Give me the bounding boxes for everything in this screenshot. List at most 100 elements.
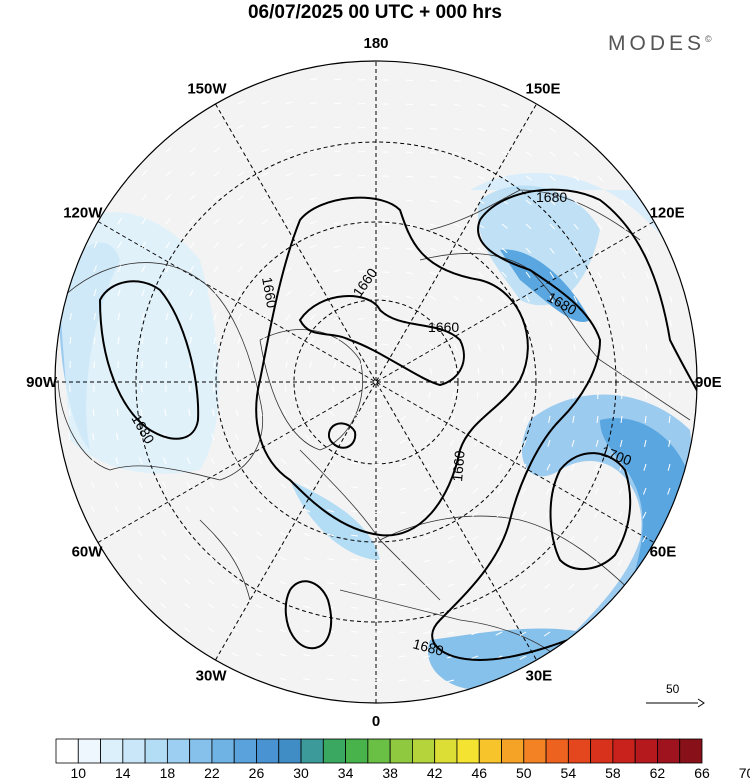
wind-vector-arrow [497,487,503,494]
wind-vector-arrow [544,583,551,589]
map-disk [55,61,697,703]
wind-vector-arrow [309,101,317,105]
contour-1660-polar [255,196,529,537]
wind-vector-arrow [165,241,171,249]
contour-1660-inner [298,295,465,387]
wind-vector-arrow [497,463,503,471]
wind-vector-arrow [500,391,503,400]
wind-vector-arrow [477,271,484,278]
wind-vector-arrow [281,433,287,441]
wind-vector-arrow [308,385,311,393]
wind-vector-arrow [333,78,342,81]
wind-vector-arrow [237,100,245,105]
wind-vector-arrow [429,103,437,106]
wind-vector-arrow [423,607,431,611]
wind-vector-arrow [593,559,599,566]
map-title: 06/07/2025 00 UTC + 000 hrs [247,2,503,23]
wind-vector-arrow [261,195,269,201]
wind-vector-arrow [381,367,389,372]
wind-vector-arrow [405,127,414,130]
colorbar-swatch [545,738,569,764]
wind-vector-arrow [285,101,293,105]
wind-vector-arrow [165,313,169,321]
wind-vector-arrow [333,338,340,345]
wind-vector-arrow [405,247,413,251]
wind-vector-arrow [326,678,335,681]
wind-vector-arrow [424,439,431,446]
wind-vector-arrow [189,265,194,273]
wind-vector-arrow [141,170,148,177]
wind-vector-arrow [597,199,603,206]
wind-vector-arrow [399,487,407,491]
wind-vector-arrow [423,583,431,587]
wind-vector-arrow [354,385,359,393]
wind-vector-arrow [209,506,215,513]
colorbar-label: 38 [382,765,398,781]
wind-vector-arrow [545,511,551,518]
contour-label: 1680 [536,189,567,205]
wind-vector-arrow [568,607,575,613]
wind-vector-arrow [597,223,603,230]
wind-vector-arrow [597,247,603,255]
wind-vector-arrow [333,269,341,273]
wind-vector-arrow [569,511,575,519]
wind-vector-arrow [477,175,485,180]
wind-vector-arrow [327,509,335,513]
wind-vector-arrow [256,482,263,489]
wind-vector-arrow [141,337,144,345]
wind-vector-arrow [333,292,341,297]
wind-vector-arrow [617,559,623,566]
wind-vector-arrow [573,295,578,303]
wind-vector-arrow [231,579,239,585]
wind-vector-arrow [477,367,480,376]
wind-vector-arrow [261,313,266,321]
wind-vector-arrow [165,337,168,345]
wind-vector-arrow [668,415,671,424]
wind-vector-arrow [570,463,575,471]
wind-vector-arrow [232,530,239,537]
wind-vector-arrow [549,127,557,133]
colorbar-swatch [567,738,592,764]
wind-vector-arrow [117,313,121,321]
wind-vector-arrow [447,559,455,564]
wind-vector-arrow [285,220,293,225]
longitude-label: 150W [187,80,227,97]
wind-vector-arrow [303,653,311,657]
wind-vector-arrow [279,677,287,681]
contour-1700 [549,452,632,571]
wind-vector-arrow [645,343,648,352]
wind-vector-arrow [189,360,192,369]
contour-1680-west [98,280,200,440]
wind-vector-arrow [644,439,647,447]
wind-vector-arrow [501,103,509,108]
longitude-label: 30E [526,668,553,685]
colorbar-label: 50 [515,765,532,781]
wind-vector-arrow [570,487,575,495]
wind-vector-arrow [453,319,459,326]
wind-vector-arrow [165,170,172,177]
wind-vector-arrow [165,265,170,273]
wind-vector-arrow [93,289,97,297]
wind-vector-arrow [92,408,95,417]
wind-vector-arrow [236,384,239,393]
wind-vector-arrow [303,508,311,513]
wind-vector-arrow [284,384,287,393]
wind-vector-arrow [279,507,287,513]
wind-vector-arrow [381,319,390,322]
wind-vector-arrow [549,319,553,327]
wind-vector-arrow [546,463,551,471]
wind-vector-arrow [519,655,527,660]
wind-vector-arrow [237,124,245,129]
wind-vector-arrow [475,415,479,423]
colorbar-swatch [456,738,480,764]
wind-vector-arrow [593,535,599,543]
wind-vector-arrow [233,457,239,465]
wind-vector-arrow [329,410,335,417]
wind-vector-arrow [208,603,215,609]
wind-vector-arrow [621,271,626,279]
wind-vector-arrow [261,148,269,153]
longitude-label: 150E [526,80,561,97]
wind-vector-arrow [669,343,672,352]
longitude-label: 90W [26,374,58,391]
wind-vector-arrow [327,654,335,657]
